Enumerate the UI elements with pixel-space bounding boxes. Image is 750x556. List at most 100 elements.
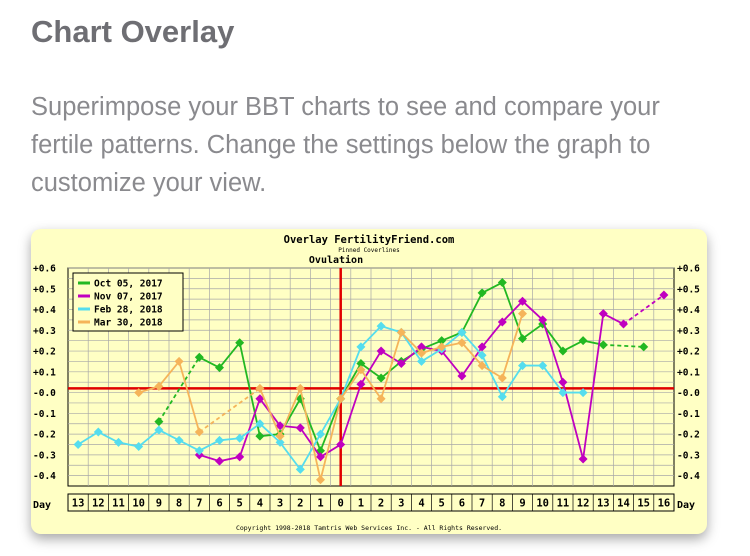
y-tick-label-left: +0.6 [33,264,56,275]
x-tick-label: 4 [257,498,263,510]
series-segment [339,369,362,400]
series-point [154,417,164,427]
series-segment [360,325,382,348]
page-description: Superimpose your BBT charts to see and c… [31,93,660,197]
x-tick-label: 6 [216,498,222,510]
series-point [275,431,285,441]
x-tick-label: 10 [132,498,145,510]
series-segment [158,360,180,387]
y-tick-label-right: +0.6 [677,264,700,275]
x-tick-label: 3 [398,498,404,510]
y-tick-label-right: -0.3 [677,450,700,461]
y-tick-label-left: +0.5 [33,284,56,295]
series-segment [238,398,261,458]
y-tick-label-right: +0.5 [677,284,700,295]
series-point [497,392,507,402]
x-tick-label: 13 [597,498,610,510]
series-point [417,348,426,358]
x-tick-label: 12 [577,498,590,510]
series-segment [158,429,180,442]
y-tick-label-right: -0.1 [677,409,700,420]
series-point [578,336,588,346]
series-point [518,309,527,319]
series-point [134,442,144,452]
series-segment [400,331,423,362]
series-point [194,446,204,456]
series-segment [541,365,564,394]
series-segment [421,348,443,363]
series-point [437,336,447,346]
series-point [295,464,305,474]
series-point [93,427,103,437]
series-point [134,388,144,398]
series-point [457,371,467,381]
chart-series [73,278,669,485]
series-point [154,425,164,435]
series-point [174,356,184,366]
series-point [194,427,204,437]
series-segment [481,364,503,379]
series-point [255,383,265,393]
y-tick-label-right: +0.1 [677,367,700,378]
legend-entry: Nov 07, 2017 [94,292,163,303]
series-point [376,394,386,404]
series-segment [400,331,423,354]
x-tick-label: 14 [617,498,630,510]
series-segment [97,431,119,444]
series-segment [299,388,322,480]
series-segment [319,398,342,452]
y-tick-label-left: -0.4 [33,471,56,482]
series-segment [441,331,463,342]
legend-entry: Oct 05, 2017 [94,279,163,290]
series-point [538,361,548,371]
chart-axes: +0.6 +0.6 +0.5 +0.5 +0.4 +0.4 +0.3 +0.3 +0.2 +0.2… [33,264,700,512]
series-point [396,327,406,337]
series-point [558,377,568,387]
x-tick-label: 4 [418,498,424,510]
series-segment [481,281,503,294]
series-segment [259,423,281,444]
series-point [356,342,366,352]
y-tick-label-right: +0.4 [677,305,700,316]
series-segment [279,388,302,437]
series-segment [461,342,483,367]
series-point [396,359,406,369]
y-tick-label-left: -0.1 [33,409,56,420]
y-tick-label-left: +0.4 [33,305,56,316]
y-tick-label-left: -0.3 [33,450,56,461]
y-tick-label-right: -0.0 [677,388,700,399]
series-point [619,319,628,329]
series-point [417,342,426,352]
y-tick-label-right: -0.4 [677,471,700,482]
series-point [598,309,608,319]
series-point [295,423,305,433]
series-point [73,439,83,449]
series-point [215,435,224,445]
series-segment [198,387,261,433]
series-point [356,365,366,375]
x-tick-label: 10 [536,498,549,510]
y-tick-label-right: +0.3 [677,326,700,337]
series-point [518,296,527,306]
x-tick-label: 13 [72,498,85,510]
series-segment [501,313,524,379]
series-point [497,373,507,383]
series-segment [279,441,302,470]
series-point [578,454,588,464]
series-point [255,419,265,429]
series-segment [178,439,200,452]
series-segment [521,300,544,321]
y-tick-label-left: +0.3 [33,326,56,337]
series-point [336,439,346,449]
series-segment [441,350,463,377]
x-tick-label: 5 [237,498,243,510]
series-point [376,321,386,331]
series-segment [461,331,483,356]
series-point [336,394,346,404]
legend-entry: Mar 30, 2018 [94,318,163,329]
series-segment [218,342,241,369]
copyright-text: Copyright 1998-2018 Tamtris Web Services… [236,524,502,532]
series-point [558,388,568,398]
series-2 [194,290,669,466]
series-point [578,388,588,398]
